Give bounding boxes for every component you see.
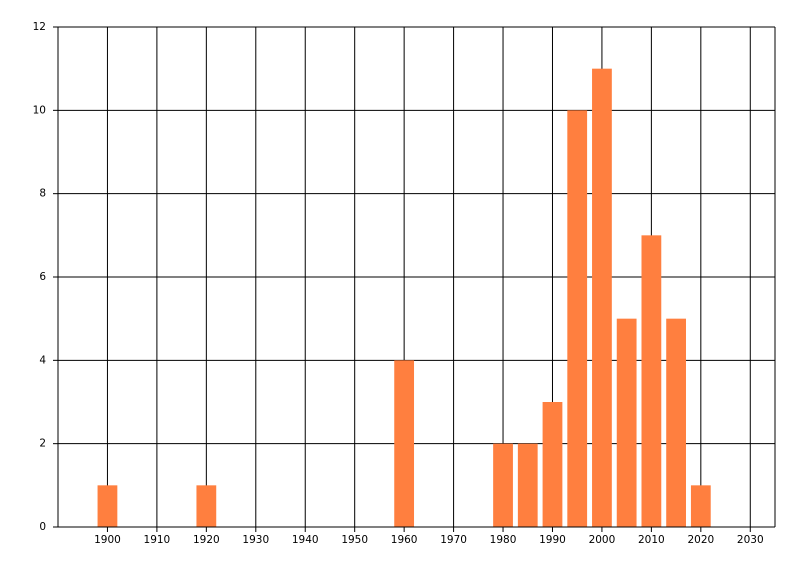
- bar: [592, 68, 612, 528]
- y-tick-label: 4: [39, 354, 46, 366]
- y-tick-label: 0: [39, 521, 46, 533]
- x-tick-label: 1920: [193, 534, 220, 546]
- x-tick-label: 2000: [589, 534, 616, 546]
- x-tick-label: 1910: [144, 534, 171, 546]
- y-tick-label: 10: [33, 104, 46, 116]
- x-tick-label: 1950: [341, 534, 368, 546]
- bar: [666, 318, 686, 527]
- x-tick-label: 1960: [391, 534, 418, 546]
- y-tick-label: 8: [39, 188, 46, 200]
- bar: [196, 485, 217, 527]
- x-tick-label: 1930: [242, 534, 269, 546]
- bar: [517, 443, 538, 527]
- x-tick-label: 1970: [440, 534, 467, 546]
- x-tick-label: 1940: [292, 534, 319, 546]
- y-tick-label: 6: [39, 271, 46, 283]
- bar: [641, 235, 662, 528]
- bar: [493, 443, 513, 527]
- y-tick-label: 12: [33, 21, 46, 33]
- bar: [97, 485, 118, 527]
- bar: [394, 360, 415, 527]
- x-tick-label: 2010: [638, 534, 665, 546]
- x-tick-label: 2030: [737, 534, 764, 546]
- bar: [542, 402, 563, 527]
- x-tick-label: 1990: [539, 534, 566, 546]
- x-tick-label: 1900: [94, 534, 121, 546]
- x-tick-label: 2020: [687, 534, 714, 546]
- bar: [616, 318, 637, 527]
- x-tick-label: 1980: [490, 534, 517, 546]
- bar: [690, 485, 711, 527]
- bar: [567, 110, 588, 527]
- y-tick-label: 2: [39, 438, 46, 450]
